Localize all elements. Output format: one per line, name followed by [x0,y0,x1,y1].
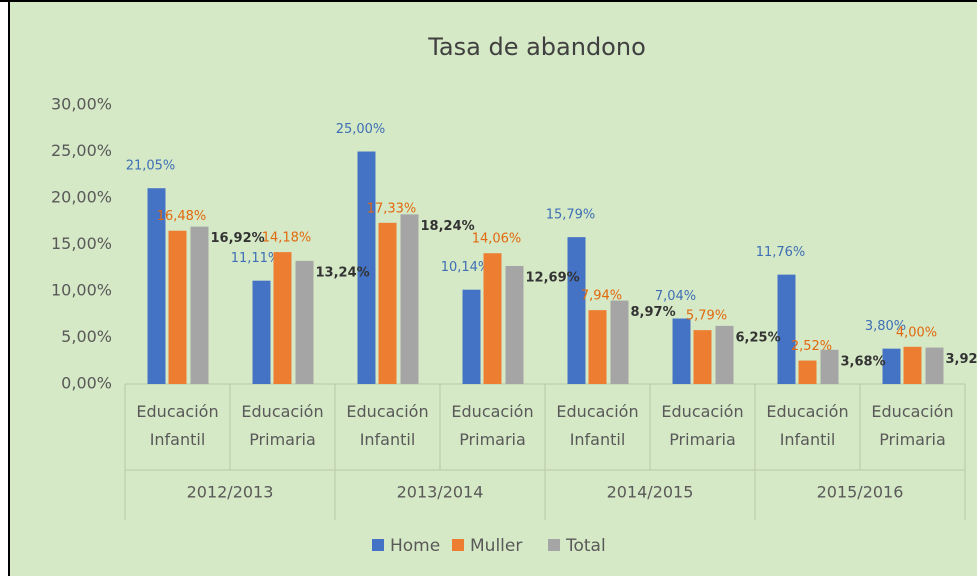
data-label: 15,79% [546,208,596,223]
bar [295,260,314,384]
data-label: 3,80% [865,319,906,334]
data-label: 25,00% [336,122,386,137]
x-tick-label: Educación Infantil [136,402,219,449]
x-tick-label: Educación Infantil [346,402,429,449]
data-label: 16,92% [211,231,265,246]
y-tick-label: 30,00% [51,95,112,114]
bar [903,346,922,384]
group-label: 2014/2015 [607,483,694,502]
bar [168,230,187,384]
data-label: 6,25% [736,330,781,345]
y-tick-label: 20,00% [51,188,112,207]
bar [378,222,397,384]
x-tick-label: Educación Infantil [556,402,639,449]
legend-label: Home [390,536,440,556]
bar [777,274,796,384]
data-label: 8,97% [631,305,676,320]
group-label: 2013/2014 [397,483,484,502]
data-label: 16,48% [157,209,207,224]
data-label: 17,33% [367,201,417,216]
data-label: 7,94% [581,289,622,304]
bar [588,310,607,384]
bar [693,330,712,384]
data-label: 14,18% [262,231,312,246]
x-tick-label: Educación Primaria [871,402,954,449]
bar [252,280,271,384]
data-label: 21,05% [126,159,176,174]
x-tick-label: Educación Primaria [661,402,744,449]
legend-label: Muller [470,536,522,556]
bar [798,360,817,384]
data-label: 11,11% [231,251,281,266]
bar [882,348,901,384]
y-tick-label: 0,00% [61,374,112,393]
bar [715,325,734,384]
data-label: 18,24% [421,219,475,234]
data-label: 10,14% [441,260,491,275]
data-label: 3,68% [841,354,886,369]
bar [672,318,691,384]
data-label: 4,00% [896,325,937,340]
data-label: 3,92% [946,352,977,367]
legend-swatch [452,539,464,551]
bar [273,252,292,384]
y-tick-label: 15,00% [51,234,112,253]
data-label: 7,04% [655,289,696,304]
group-label: 2015/2016 [817,483,904,502]
bar [505,265,524,384]
bar [820,349,839,384]
bar [483,253,502,384]
data-label: 13,24% [316,265,370,280]
x-tick-label: Educación Primaria [451,402,534,449]
x-tick-label: Educación Primaria [241,402,324,449]
y-tick-label: 5,00% [61,327,112,346]
group-label: 2012/2013 [187,483,274,502]
chart-title: Tasa de abandono [427,33,646,61]
y-tick-label: 25,00% [51,141,112,160]
data-label: 11,76% [756,245,806,260]
bar [925,347,944,384]
y-tick-label: 10,00% [51,281,112,300]
bar [567,237,586,384]
bar [462,289,481,384]
data-label: 12,69% [526,270,580,285]
data-label: 5,79% [686,309,727,324]
bar [400,214,419,384]
legend-swatch [372,539,384,551]
bar [357,151,376,384]
bar [190,226,209,384]
legend-swatch [548,539,560,551]
x-tick-label: Educación Infantil [766,402,849,449]
legend-label: Total [565,536,606,556]
bar [610,300,629,384]
bar [147,188,166,384]
data-label: 14,06% [472,232,522,247]
